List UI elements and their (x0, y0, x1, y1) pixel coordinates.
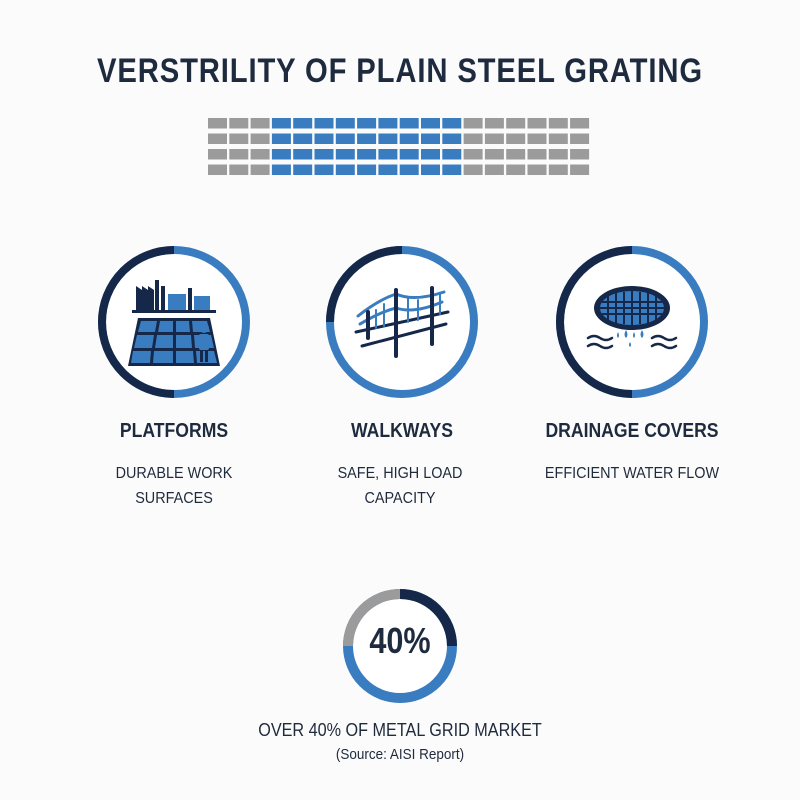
grating-cell (506, 149, 526, 160)
bridge-walkway-icon (354, 286, 450, 358)
grating-cell (442, 164, 462, 175)
grating-cell (229, 164, 249, 175)
platforms-card (94, 242, 254, 402)
grating-cell (271, 149, 291, 160)
grating-cell (293, 149, 313, 160)
grating-cell (527, 149, 547, 160)
drainage-title: DRAINAGE COVERS (545, 420, 719, 442)
grating-cell (484, 133, 504, 144)
grating-cell (314, 133, 334, 144)
grating-cell (570, 133, 590, 144)
grating-cell (314, 149, 334, 160)
grating-cell (463, 164, 483, 175)
grating-cell (208, 133, 227, 144)
grating-cell (442, 133, 462, 144)
grating-cell (421, 118, 440, 129)
grating-cell (570, 164, 590, 175)
grating-cell (463, 118, 483, 129)
grating-cell (421, 133, 440, 144)
grating-cell (293, 118, 313, 129)
grating-cell (378, 133, 398, 144)
grating-cell (421, 164, 440, 175)
grating-cell (484, 164, 504, 175)
grating-cell (250, 149, 270, 160)
grating-cell (570, 118, 590, 129)
grating-cell (335, 118, 355, 129)
grating-cell (399, 164, 419, 175)
grating-cell (357, 149, 377, 160)
grating-cell (399, 149, 419, 160)
grating-cell (208, 149, 227, 160)
grating-cell (335, 149, 355, 160)
grating-cell (335, 133, 355, 144)
grating-cell (506, 164, 526, 175)
grating-cell (293, 164, 313, 175)
factory-platform-icon (128, 280, 220, 366)
grating-cell (442, 149, 462, 160)
donut-gray-segment (343, 589, 401, 647)
grating-cell (229, 149, 249, 160)
grating-cell (484, 118, 504, 129)
grating-cell (229, 133, 249, 144)
stat-value: 40% (369, 620, 431, 661)
grating-cell (357, 164, 377, 175)
grating-cell (548, 164, 568, 175)
grating-cell (442, 118, 462, 129)
grating-cell (506, 118, 526, 129)
grating-cell (250, 164, 270, 175)
grating-cell (399, 133, 419, 144)
grating-cell (463, 149, 483, 160)
grating-cell (548, 149, 568, 160)
walkways-title: WALKWAYS (350, 420, 454, 442)
grating-cell (229, 118, 249, 129)
drainage-description: EFFICIENT WATER FLOW (544, 465, 720, 482)
grating-cell (399, 118, 419, 129)
grating-cell (378, 164, 398, 175)
drainage-card (552, 242, 712, 402)
grating-cell (250, 133, 270, 144)
drain-grate-icon (586, 286, 678, 350)
grating-cell (570, 149, 590, 160)
grating-cell (506, 133, 526, 144)
grating-cell (378, 149, 398, 160)
stat-source: (Source: AISI Report) (335, 746, 465, 763)
grating-cell (208, 118, 227, 129)
grating-cell (463, 133, 483, 144)
grating-cell (548, 133, 568, 144)
grating-cell (548, 118, 568, 129)
steel-grating-graphic (208, 118, 590, 175)
grating-cell (250, 118, 270, 129)
market-share-donut (343, 589, 457, 703)
grating-cell (378, 118, 398, 129)
grating-cell (357, 133, 377, 144)
donut-navy-segment (399, 589, 457, 647)
grating-cell (271, 164, 291, 175)
page-title: VERSTRILITY OF PLAIN STEEL GRATING (97, 52, 703, 90)
platforms-description: DURABLE WORK SURFACES (115, 465, 233, 507)
grating-cell (527, 164, 547, 175)
grating-cell (527, 118, 547, 129)
grating-cell (484, 149, 504, 160)
grating-cell (314, 164, 334, 175)
grating-cell (335, 164, 355, 175)
walkways-card (322, 242, 482, 402)
grating-cell (421, 149, 440, 160)
grating-cell (271, 118, 291, 129)
grating-cell (314, 118, 334, 129)
grating-cell (527, 133, 547, 144)
grating-cell (357, 118, 377, 129)
grating-cell (208, 164, 227, 175)
platforms-title: PLATFORMS (119, 420, 229, 442)
grating-cell (271, 133, 291, 144)
walkways-description: SAFE, HIGH LOAD CAPACITY (337, 465, 463, 507)
grating-cell (293, 133, 313, 144)
stat-label: OVER 40% OF METAL GRID MARKET (258, 720, 542, 740)
